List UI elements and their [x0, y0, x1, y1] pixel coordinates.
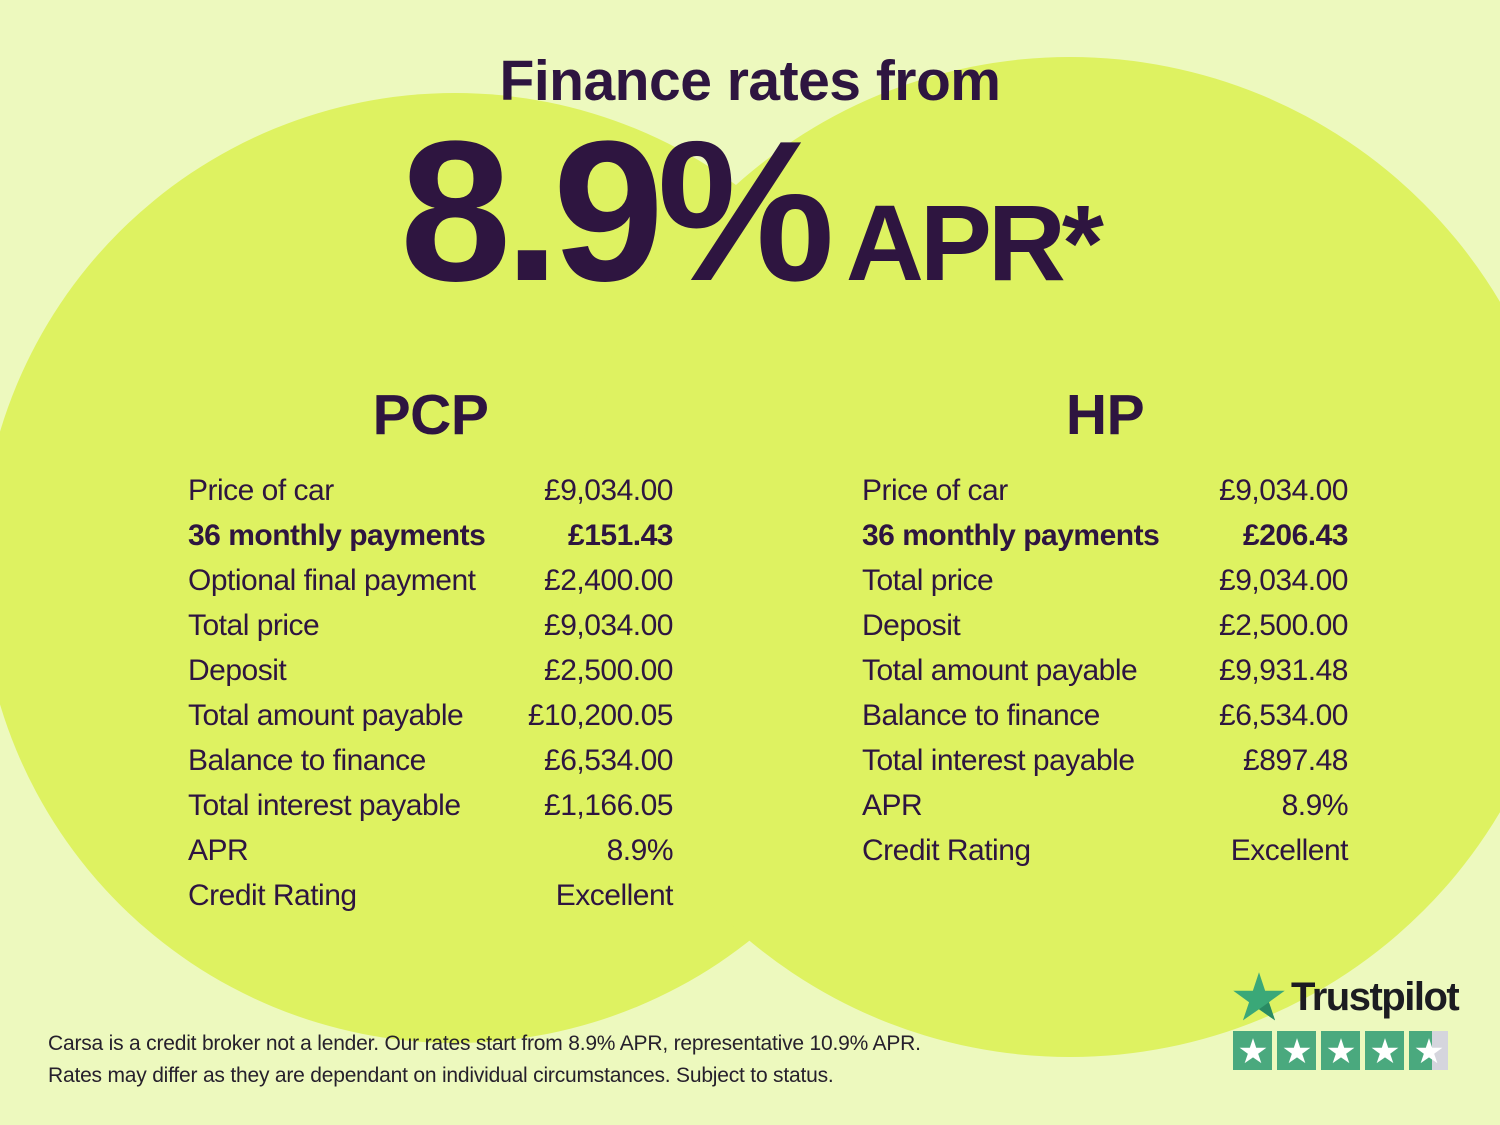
- table-row: Total amount payable £9,931.48: [862, 648, 1348, 693]
- table-row: Credit Rating Excellent: [862, 828, 1349, 873]
- row-value: £6,534.00: [1219, 698, 1348, 732]
- table-row: Balance to finance £6,534.00: [188, 738, 673, 783]
- pcp-table: Price of car £9,034.00 36 monthly payments…: [188, 468, 674, 918]
- row-label: Optional final payment: [188, 563, 476, 597]
- hp-table: Price of car £9,034.00 36 monthly payments…: [862, 468, 1349, 873]
- row-label: Credit Rating: [188, 878, 357, 912]
- trustpilot-rating-stars: [1233, 1031, 1449, 1070]
- trustpilot-wordmark: Trustpilot: [1291, 974, 1460, 1019]
- table-row: Price of car £9,034.00: [862, 468, 1348, 513]
- row-value: £897.48: [1243, 743, 1348, 777]
- disclaimer: Carsa is a credit broker not a lender. O…: [48, 1028, 921, 1092]
- headline-rate: 8.9% APR*: [0, 112, 1500, 312]
- star-icon: [1371, 1037, 1398, 1063]
- row-label: Price of car: [188, 473, 334, 507]
- rating-star-box: [1277, 1031, 1316, 1070]
- table-row: Total interest payable £1,166.05: [188, 783, 673, 828]
- row-label: Price of car: [862, 473, 1008, 507]
- row-value: £10,200.05: [527, 698, 674, 732]
- background-circle-right: [570, 57, 1500, 1057]
- row-label: Deposit: [862, 608, 961, 642]
- trustpilot-star-icon: [1233, 972, 1285, 1021]
- page-title: Finance rates from: [499, 49, 1002, 113]
- rate-apr-label: APR*: [845, 182, 1104, 303]
- disclaimer-line-1: Carsa is a credit broker not a lender. O…: [48, 1032, 921, 1055]
- rate-value: 8.9%: [400, 100, 835, 323]
- pcp-heading: PCP: [372, 383, 489, 447]
- star-icon: [1239, 1037, 1266, 1063]
- table-row: Credit Rating Excellent: [188, 873, 674, 918]
- star-icon: [1283, 1037, 1310, 1063]
- table-row: APR 8.9%: [188, 828, 674, 873]
- row-value: £9,931.48: [1219, 653, 1348, 687]
- row-value: £9,034.00: [544, 473, 673, 507]
- row-label: Total amount payable: [188, 698, 464, 732]
- row-label: Total amount payable: [862, 653, 1138, 687]
- row-value: £9,034.00: [1219, 563, 1348, 597]
- table-row: 36 monthly payments £151.43: [188, 513, 673, 558]
- table-row: Total price £9,034.00: [188, 603, 673, 648]
- row-value: £9,034.00: [544, 608, 673, 642]
- row-value: £2,400.00: [544, 563, 673, 597]
- disclaimer-line-2: Rates may differ as they are dependant o…: [48, 1064, 834, 1087]
- row-value: £1,166.05: [544, 788, 673, 822]
- table-row: Total interest payable £897.48: [862, 738, 1348, 783]
- trustpilot-block: Trustpilot: [1233, 972, 1460, 1070]
- row-value: £9,034.00: [1219, 473, 1348, 507]
- table-row: APR 8.9%: [862, 783, 1349, 828]
- table-row: Optional final payment £2,400.00: [188, 558, 673, 603]
- rating-star-box: [1409, 1031, 1448, 1070]
- row-value: £206.43: [1243, 518, 1348, 552]
- hp-heading: HP: [1065, 383, 1145, 447]
- row-label: Balance to finance: [188, 743, 426, 777]
- row-label: 36 monthly payments: [188, 518, 486, 552]
- row-label: 36 monthly payments: [862, 518, 1160, 552]
- row-label: APR: [188, 833, 249, 867]
- row-label: Balance to finance: [862, 698, 1100, 732]
- row-value: Excellent: [555, 878, 674, 912]
- row-label: Total interest payable: [862, 743, 1135, 777]
- row-label: Deposit: [188, 653, 287, 687]
- row-label: APR: [862, 788, 923, 822]
- row-value: £2,500.00: [1219, 608, 1348, 642]
- row-value: Excellent: [1230, 833, 1349, 867]
- rating-star-box: [1233, 1031, 1272, 1070]
- row-value: £6,534.00: [544, 743, 673, 777]
- star-icon: [1327, 1037, 1354, 1063]
- row-label: Credit Rating: [862, 833, 1031, 867]
- trustpilot-logo: Trustpilot: [1233, 972, 1460, 1022]
- row-label: Total price: [862, 563, 994, 597]
- row-value: £151.43: [568, 518, 673, 552]
- row-value: £2,500.00: [544, 653, 673, 687]
- row-value: 8.9%: [1281, 788, 1349, 822]
- rating-star-box: [1365, 1031, 1404, 1070]
- table-row: 36 monthly payments £206.43: [862, 513, 1348, 558]
- row-value: 8.9%: [606, 833, 674, 867]
- table-row: Deposit £2,500.00: [188, 648, 673, 693]
- table-row: Deposit £2,500.00: [862, 603, 1348, 648]
- table-row: Price of car £9,034.00: [188, 468, 673, 513]
- star-icon: [1415, 1037, 1442, 1063]
- table-row: Total price £9,034.00: [862, 558, 1348, 603]
- table-row: Balance to finance £6,534.00: [862, 693, 1348, 738]
- rating-star-box: [1321, 1031, 1360, 1070]
- row-label: Total interest payable: [188, 788, 461, 822]
- row-label: Total price: [188, 608, 320, 642]
- table-row: Total amount payable £10,200.05: [188, 693, 674, 738]
